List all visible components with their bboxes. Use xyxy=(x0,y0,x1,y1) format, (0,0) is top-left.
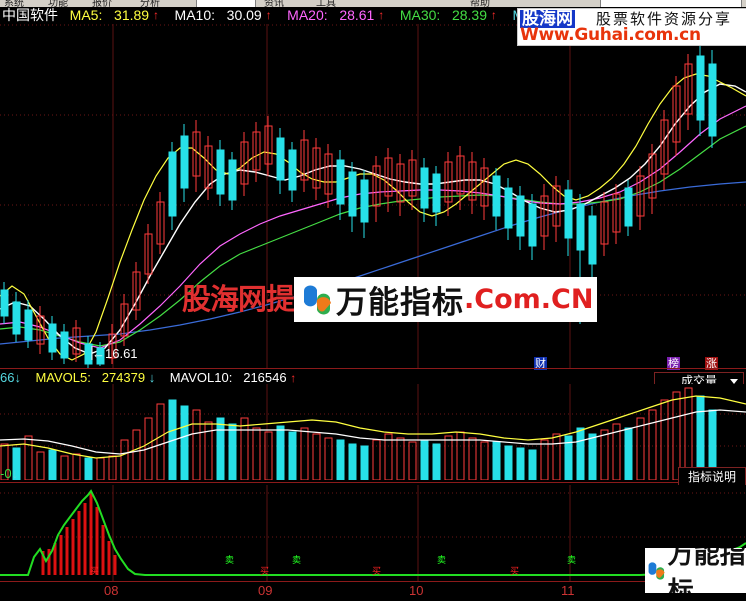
ma20-value: 28.61 xyxy=(339,7,375,23)
watermark-logo-box: 万能指标 .Com.CN xyxy=(294,277,598,322)
signal-marker-sell: 卖 xyxy=(292,556,302,566)
signal-marker-buy: 买 xyxy=(90,567,100,577)
menu-item-6[interactable]: 帮助 xyxy=(470,0,490,7)
indicator-help-button[interactable]: 指标说明 xyxy=(678,467,746,487)
ma5-line xyxy=(0,73,746,361)
watermark-suffix: .Com.CN xyxy=(464,284,594,315)
ma5-arrow-icon: ↑ xyxy=(152,8,159,22)
ma30-arrow-icon: ↑ xyxy=(490,8,497,22)
brand-logo-text: 万能指标 xyxy=(667,548,746,593)
price-chart-svg xyxy=(0,24,746,368)
signal-marker-sell: 卖 xyxy=(225,556,235,566)
ma5-label: MA5: xyxy=(69,7,103,23)
axis-label-09: 09 xyxy=(258,583,273,598)
indicator-help-label: 指标说明 xyxy=(687,470,736,484)
brand-logo-icon xyxy=(304,285,332,314)
indicator-last-value: -0 xyxy=(0,466,12,481)
menu-item-3[interactable]: 分析 xyxy=(140,0,160,7)
banner-tagline: 股票软件资源分享 xyxy=(596,10,733,28)
brand-logo-bottom-right: 万能指标 xyxy=(645,548,746,593)
price-marker-label: ←16.61 xyxy=(92,346,138,361)
site-banner[interactable]: 股海网 股票软件资源分享 Www.Guhai.com.cn xyxy=(517,8,746,46)
volume-chart-panel[interactable] xyxy=(0,384,746,480)
volume-chart-svg xyxy=(0,384,746,480)
watermark-overlay: 股海网提 万能指标 .Com.CN xyxy=(182,277,598,322)
indicator-last-arrow-icon: ↓ xyxy=(11,466,19,481)
banner-site-name: 股海网 xyxy=(520,9,575,29)
mavol10-arrow-icon: ↑ xyxy=(290,371,297,385)
menu-item-4[interactable]: 资讯 xyxy=(264,0,284,7)
axis-label-10: 10 xyxy=(409,583,424,598)
mavol5-line xyxy=(0,395,746,459)
ma10-line xyxy=(0,83,746,355)
ma30-value: 28.39 xyxy=(451,7,487,23)
mavol5-value: 274379 xyxy=(101,370,146,385)
toolbar-search-box[interactable] xyxy=(600,0,742,7)
ma10-arrow-icon: ↑ xyxy=(265,8,272,22)
signal-marker-sell: 卖 xyxy=(437,556,447,566)
flag-finance[interactable]: 财 xyxy=(534,357,547,370)
menu-item-0[interactable]: 系统 xyxy=(4,0,24,7)
ma20-arrow-icon: ↑ xyxy=(378,8,385,22)
signal-marker-buy: 买 xyxy=(372,567,382,577)
ma10-value: 30.09 xyxy=(226,7,262,23)
indicator-line xyxy=(0,489,746,576)
axis-label-08: 08 xyxy=(104,583,119,598)
menu-item-5[interactable]: 工具 xyxy=(316,0,336,7)
volume-header: 66↓ MAVOL5: 274379 ↓ MAVOL10: 216546 ↑ xyxy=(0,370,746,385)
indicator-header: -0↓ xyxy=(0,466,200,482)
host-toolbar[interactable]: 系统 功能 报价 分析 资讯 工具 帮助 xyxy=(0,0,746,7)
volume-last-arrow-icon: ↓ xyxy=(14,370,21,385)
watermark-prefix: 股海网提 xyxy=(182,282,295,316)
menu-item-2[interactable]: 报价 xyxy=(92,0,112,7)
flag-rise[interactable]: 涨 xyxy=(705,357,718,370)
volume-bars xyxy=(0,387,717,480)
separator-price-volume xyxy=(0,368,746,369)
banner-url: Www.Guhai.com.cn xyxy=(520,25,701,45)
ma10-label: MA10: xyxy=(174,7,215,23)
mavol10-label: MAVOL10: xyxy=(169,370,233,385)
mavol5-label: MAVOL5: xyxy=(35,370,91,385)
ma30-line xyxy=(0,125,746,347)
time-axis: 08 09 10 11 xyxy=(0,581,746,601)
axis-top-rule xyxy=(0,581,746,582)
signal-marker-sell: 卖 xyxy=(567,556,577,566)
signal-marker-buy: 买 xyxy=(260,567,270,577)
signal-marker-buy: 买 xyxy=(510,567,520,577)
menu-item-1[interactable]: 功能 xyxy=(48,0,68,7)
indicator-bars xyxy=(41,493,117,575)
toolbar-combo[interactable] xyxy=(196,0,256,7)
mavol10-line xyxy=(0,409,746,455)
ma5-value: 31.89 xyxy=(114,7,150,23)
stock-name[interactable]: 中国软件 xyxy=(2,7,58,23)
ma30-label: MA30: xyxy=(399,7,441,23)
mavol10-value: 216546 xyxy=(243,370,287,385)
brand-logo-icon xyxy=(648,561,665,580)
chevron-down-icon xyxy=(730,379,738,384)
candlesticks xyxy=(0,46,717,368)
flag-rank[interactable]: 榜 xyxy=(667,357,680,370)
volume-last-value: 66 xyxy=(0,370,15,385)
watermark-brand: 万能指标 xyxy=(336,285,465,321)
ma20-line xyxy=(0,105,746,349)
separator-volume-indicator xyxy=(0,482,746,483)
axis-label-11: 11 xyxy=(561,583,575,598)
mavol5-arrow-icon: ↓ xyxy=(148,370,156,385)
ma20-label: MA20: xyxy=(287,7,328,23)
